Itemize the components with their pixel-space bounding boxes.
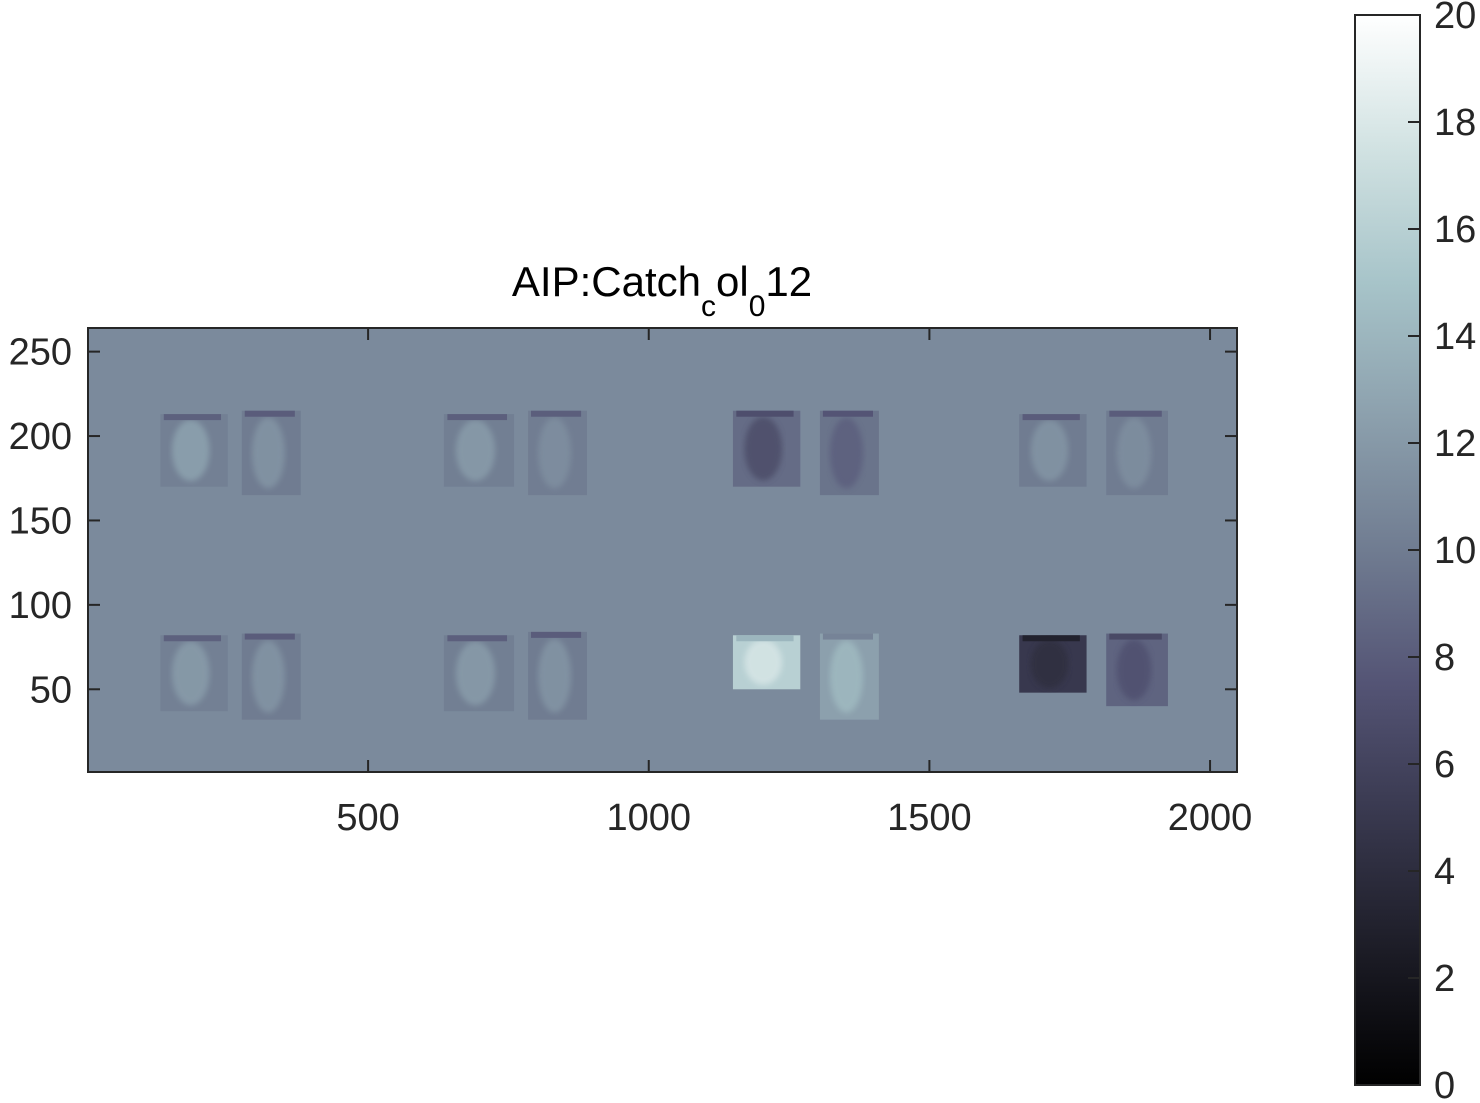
heatmap-region-edge: [531, 631, 582, 638]
heatmap-region-highlight: [251, 640, 285, 713]
y-axis-ticks: 50 100 150 200 250: [9, 332, 1237, 711]
heatmap-region-edge: [822, 633, 873, 640]
heatmap-region-highlight: [171, 641, 210, 706]
heatmap-region: [160, 635, 228, 712]
y-tick-label: 100: [9, 585, 72, 627]
colorbar-tick-label: 10: [1434, 530, 1476, 572]
colorbar-tick-label: 18: [1434, 102, 1476, 144]
heatmap-region-edge: [1022, 414, 1080, 421]
heatmap-region: [819, 410, 879, 496]
heatmap-region: [732, 635, 801, 690]
heatmap-region: [528, 631, 588, 720]
colorbar-tick-label: 16: [1434, 209, 1476, 251]
heatmap-region: [528, 410, 588, 496]
heatmap-region-edge: [736, 410, 794, 417]
y-tick-label: 200: [9, 416, 72, 458]
heatmap-region-highlight: [829, 640, 863, 713]
colorbar-tick-label: 8: [1434, 637, 1455, 679]
heatmap-region-highlight: [171, 419, 210, 481]
heatmap-region: [819, 633, 879, 720]
heatmap-region-edge: [1109, 410, 1162, 417]
y-tick-label: 250: [9, 332, 72, 374]
colorbar-tick-label: 20: [1434, 0, 1476, 37]
heatmap-region: [732, 410, 801, 487]
heatmap-region: [443, 414, 515, 487]
heatmap-region-highlight: [829, 417, 863, 489]
heatmap-region-edge: [244, 633, 295, 640]
heatmap-region-edge: [1022, 635, 1080, 642]
heatmap-region: [160, 414, 228, 487]
heatmap-plot: 500 1000 1500 2000 50 100 150 200 250: [9, 327, 1252, 839]
heatmap-region-highlight: [538, 417, 572, 489]
heatmap-region: [1019, 635, 1087, 693]
heatmap-region-highlight: [744, 416, 783, 481]
colorbar-tick-label: 6: [1434, 744, 1455, 786]
heatmap-region-edge: [822, 410, 873, 417]
heatmap-region-highlight: [455, 641, 496, 706]
heatmap-region-edge: [163, 414, 222, 421]
y-tick-label: 150: [9, 500, 72, 542]
x-tick-label: 2000: [1168, 797, 1253, 839]
heatmap-region-highlight: [744, 639, 783, 685]
heatmap-region-highlight: [1030, 419, 1069, 481]
colorbar-tick-label: 4: [1434, 851, 1455, 893]
y-tick-label: 50: [30, 669, 72, 711]
x-tick-label: 1500: [887, 797, 972, 839]
colorbar-tick-label: 2: [1434, 958, 1455, 1000]
heatmap-region: [1106, 633, 1168, 707]
heatmap-region-edge: [447, 414, 508, 421]
colorbar-ticks: 0 2 4 6 8 10 12 14 16 18 20: [1408, 0, 1476, 1103]
heatmap-regions: [160, 410, 1168, 720]
heatmap-region-edge: [163, 635, 222, 642]
plot-frame: [87, 327, 1238, 773]
heatmap-region-edge: [1109, 633, 1162, 640]
colorbar: 0 2 4 6 8 10 12 14 16 18 20: [1354, 0, 1476, 1103]
x-tick-label: 1000: [606, 797, 691, 839]
heatmap-region-highlight: [1116, 417, 1152, 489]
chart-title: AIP:Catchcol012: [512, 258, 812, 323]
heatmap-region: [443, 635, 515, 712]
heatmap-region: [241, 633, 301, 720]
heatmap-region: [1106, 410, 1168, 496]
heatmap-region-highlight: [1116, 639, 1152, 701]
heatmap-region-highlight: [538, 638, 572, 713]
colorbar-tick-label: 0: [1434, 1065, 1455, 1103]
heatmap-region: [241, 410, 301, 496]
heatmap-region-edge: [531, 410, 582, 417]
x-axis-ticks: 500 1000 1500 2000: [336, 328, 1252, 839]
heatmap-region-edge: [736, 635, 794, 642]
heatmap-region-edge: [244, 410, 295, 417]
heatmap-region-highlight: [455, 419, 496, 481]
colorbar-tick-label: 14: [1434, 316, 1476, 358]
heatmap-region-highlight: [1030, 639, 1069, 689]
x-tick-label: 500: [336, 797, 399, 839]
heatmap-region-edge: [447, 635, 508, 642]
colorbar-tick-label: 12: [1434, 423, 1476, 465]
heatmap-region: [1019, 414, 1087, 487]
heatmap-region-highlight: [251, 417, 285, 489]
